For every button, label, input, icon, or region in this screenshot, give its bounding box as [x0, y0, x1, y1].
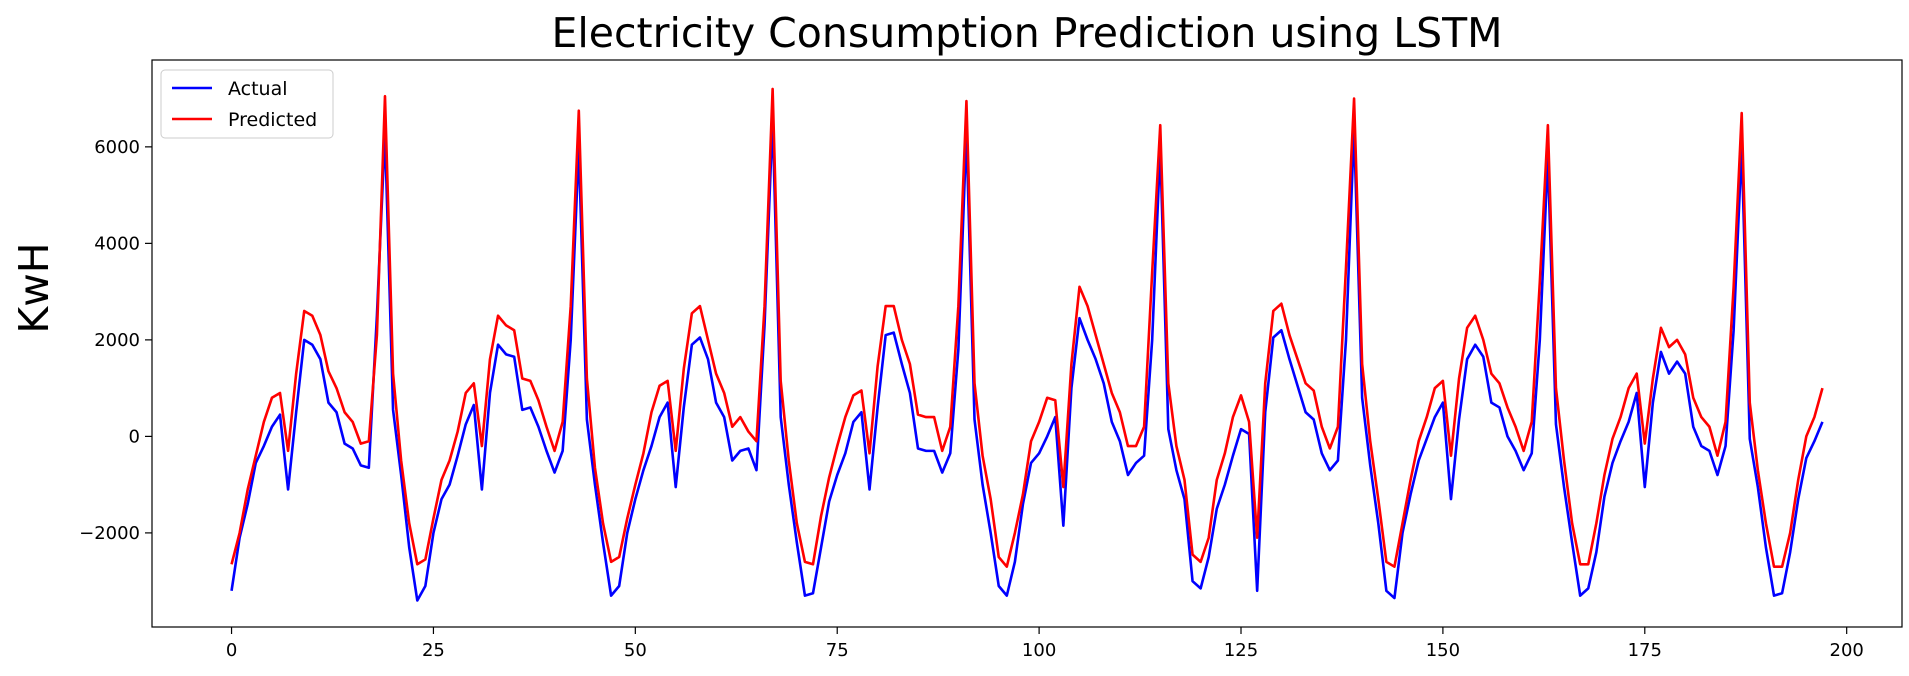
x-tick-label: 200: [1830, 640, 1864, 661]
legend-label-predicted: Predicted: [228, 109, 317, 131]
legend: Actual Predicted: [160, 69, 334, 139]
x-tick-label: 175: [1628, 640, 1662, 661]
plot-area-frame: [151, 59, 1903, 628]
y-axis: −2000 0 2000 4000 6000: [79, 137, 152, 544]
y-tick-label: 0: [129, 426, 140, 447]
y-tick-label: −2000: [79, 523, 140, 544]
x-tick-label: 125: [1224, 640, 1258, 661]
y-tick-label: 6000: [94, 137, 140, 158]
legend-label-actual: Actual: [228, 78, 288, 100]
y-axis-label: KwH: [10, 242, 58, 333]
x-tick-label: 25: [422, 640, 445, 661]
x-tick-label: 150: [1426, 640, 1460, 661]
x-tick-label: 75: [826, 640, 849, 661]
x-tick-label: 50: [624, 640, 647, 661]
x-tick-label: 100: [1022, 640, 1056, 661]
chart-title: Electricity Consumption Prediction using…: [551, 9, 1502, 57]
series-line-actual: [230, 116, 1824, 602]
y-tick-label: 4000: [94, 233, 140, 254]
x-axis: 0 25 50 75 100 125 150 175 200: [226, 627, 1864, 661]
x-tick-label: 0: [226, 640, 237, 661]
y-tick-label: 2000: [94, 330, 140, 351]
series-line-predicted: [230, 87, 1824, 568]
series-layer: [230, 87, 1824, 602]
